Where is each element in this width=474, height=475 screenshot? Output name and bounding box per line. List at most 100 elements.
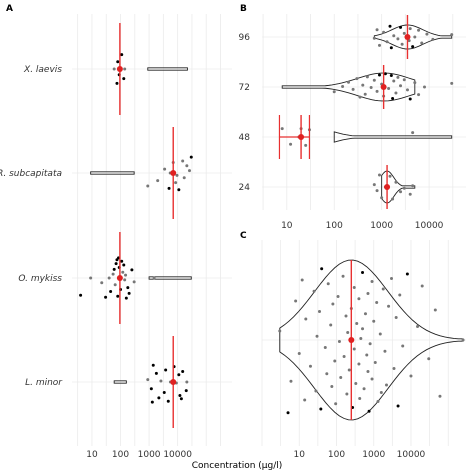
data-point [332, 90, 336, 94]
data-point [149, 387, 153, 391]
data-point [154, 371, 158, 375]
data-point [123, 67, 127, 71]
x-tick-label: 10000 [397, 450, 426, 460]
data-point [334, 402, 338, 406]
data-point [318, 310, 322, 313]
data-point [398, 293, 402, 297]
data-point [358, 95, 362, 99]
data-point [112, 67, 116, 71]
data-point [345, 392, 349, 396]
mean-point [170, 170, 177, 176]
data-point [130, 268, 134, 272]
data-point [377, 43, 381, 47]
data-point [115, 258, 119, 262]
mean-point [170, 379, 177, 385]
data-point [368, 342, 372, 346]
data-point [312, 289, 316, 293]
data-point [409, 374, 413, 378]
data-point [411, 45, 415, 49]
data-point [438, 394, 442, 398]
data-point [341, 274, 345, 278]
data-point [416, 325, 420, 328]
data-point [399, 190, 403, 194]
data-point [120, 53, 124, 57]
data-point [381, 287, 385, 291]
data-point [344, 314, 348, 318]
data-point [346, 331, 350, 334]
data-point [157, 396, 161, 400]
data-point [181, 369, 185, 373]
data-point [372, 78, 376, 82]
data-point [185, 380, 189, 384]
data-point [167, 186, 171, 190]
data-point [303, 398, 307, 402]
data-point [122, 77, 126, 81]
x-tick-label: 1000 [362, 450, 385, 460]
data-point [408, 192, 412, 196]
data-point [378, 332, 382, 336]
data-point [383, 349, 387, 353]
data-point [162, 391, 166, 395]
data-point [401, 344, 405, 348]
data-point [357, 362, 361, 366]
y-tick-label: X. laevis [23, 65, 62, 75]
data-point [329, 323, 333, 327]
data-point [152, 276, 156, 280]
data-point [392, 79, 396, 83]
data-point [116, 60, 120, 64]
data-point [450, 81, 454, 85]
data-point [389, 46, 393, 50]
data-point [113, 283, 117, 287]
data-point [352, 286, 356, 289]
y-tick-label: 72 [239, 83, 250, 93]
data-point [405, 88, 409, 92]
data-point [388, 24, 392, 28]
y-tick-label: 48 [239, 133, 251, 143]
y-tick-label: 96 [239, 33, 251, 43]
data-point [375, 28, 379, 32]
data-point [408, 97, 412, 101]
data-point [402, 78, 406, 82]
x-tick-label: 1000 [138, 450, 161, 460]
data-point [413, 35, 417, 39]
data-point [405, 272, 409, 276]
mean-point [298, 134, 305, 140]
data-point [111, 272, 115, 276]
points [79, 24, 465, 415]
data-point [323, 346, 327, 349]
data-point [114, 262, 118, 266]
violin-A-1 [148, 276, 192, 280]
data-point [413, 81, 417, 85]
data-point [347, 368, 351, 372]
data-point [337, 340, 341, 343]
data-point [185, 164, 189, 168]
data-point [425, 32, 429, 36]
data-point [333, 359, 337, 363]
data-point [278, 329, 282, 333]
data-point [383, 72, 387, 76]
data-point [375, 189, 379, 193]
data-point [396, 75, 400, 79]
data-point [341, 85, 345, 89]
data-point [370, 280, 374, 283]
data-point [396, 37, 400, 41]
data-point [314, 389, 318, 393]
data-point [394, 180, 398, 184]
data-point [411, 184, 415, 188]
data-point [377, 73, 381, 77]
data-point [120, 259, 124, 263]
data-point [411, 131, 415, 135]
data-point [387, 86, 391, 90]
data-point [308, 364, 312, 368]
data-point [391, 97, 395, 101]
data-point [399, 84, 403, 88]
panel-letter: C [240, 231, 247, 241]
data-point [174, 181, 178, 185]
data-point [363, 312, 367, 316]
mean-point [404, 34, 411, 40]
data-point [115, 81, 119, 85]
data-point [127, 291, 131, 295]
data-point [357, 297, 361, 301]
data-point [370, 377, 374, 381]
data-point [361, 83, 365, 87]
